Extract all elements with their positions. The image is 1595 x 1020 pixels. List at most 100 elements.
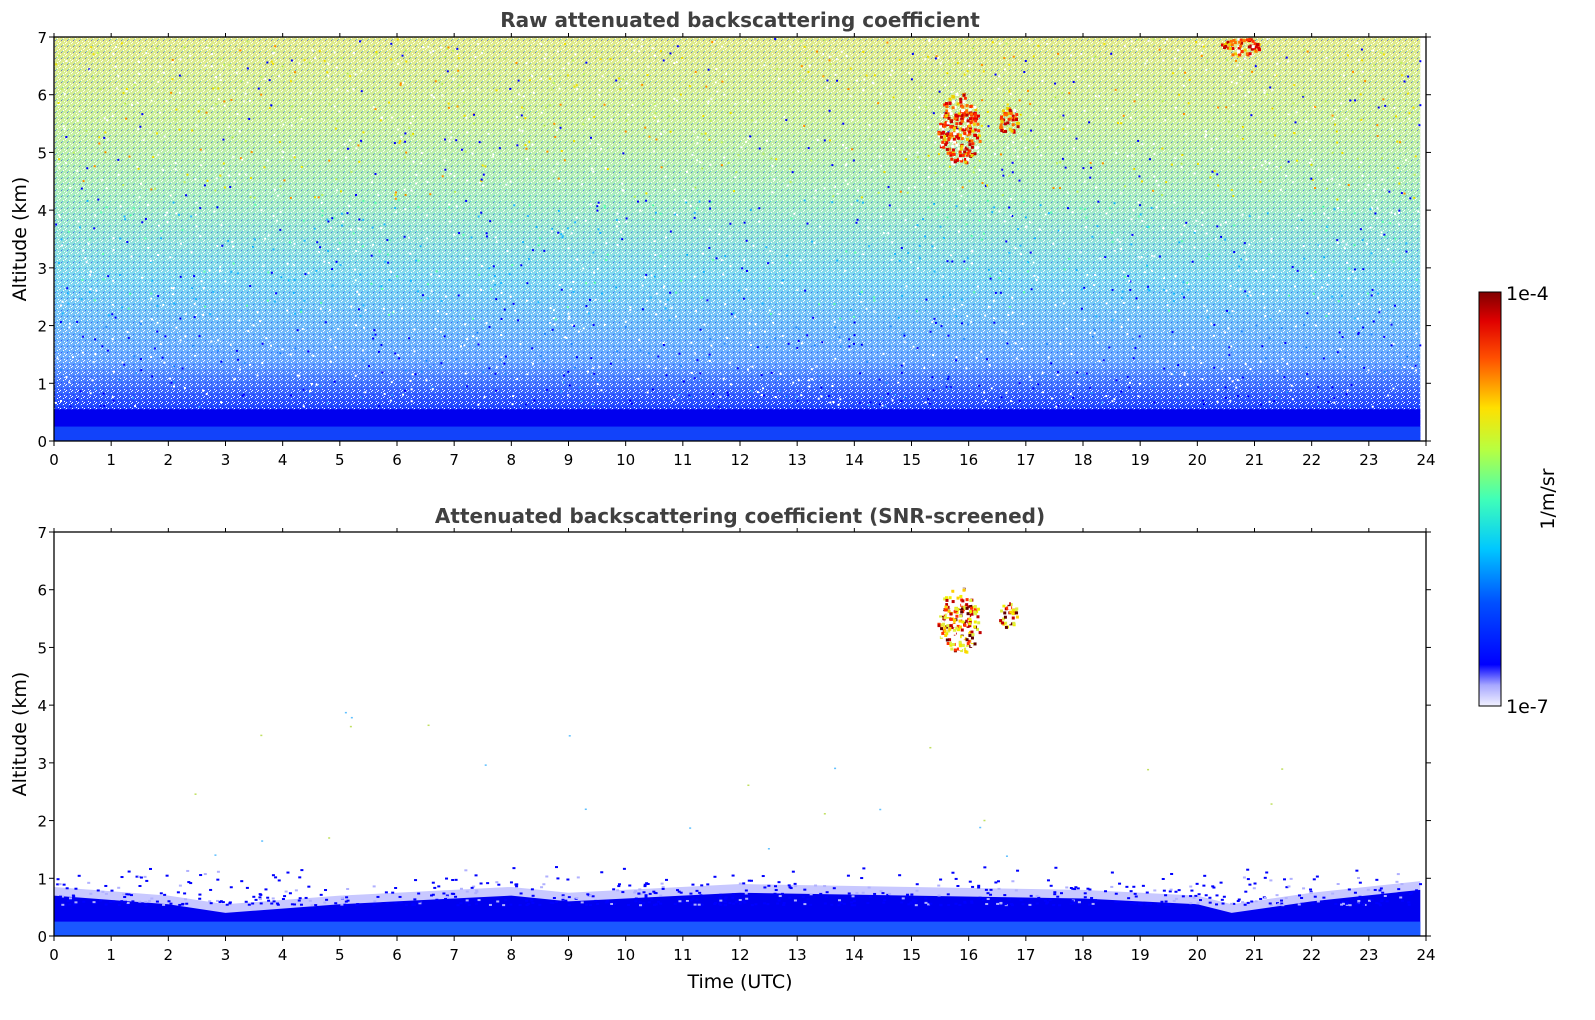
bl-speckle xyxy=(977,886,981,889)
noise-pixel xyxy=(152,156,155,159)
noise-pixel xyxy=(572,290,575,293)
noise-pixel xyxy=(920,86,923,89)
noise-pixel xyxy=(1204,135,1207,138)
bl-speckle xyxy=(127,870,131,873)
noise-pixel xyxy=(1058,186,1061,189)
noise-pixel xyxy=(127,307,130,310)
noise-pixel xyxy=(723,342,726,345)
noise-pixel xyxy=(1114,144,1117,147)
noise-pixel xyxy=(1400,192,1403,195)
noise-pixel xyxy=(1381,220,1384,223)
bl-speckle xyxy=(1118,882,1122,885)
cloud-pixel xyxy=(939,617,943,621)
noise-pixel xyxy=(1101,162,1104,165)
noise-pixel xyxy=(1018,179,1021,182)
noise-pixel xyxy=(972,171,975,174)
noise-pixel xyxy=(1083,109,1086,112)
x-tick-label: 10 xyxy=(616,451,635,469)
noise-pixel xyxy=(678,352,681,355)
noise-pixel xyxy=(721,80,724,83)
noise-pixel xyxy=(851,148,854,151)
bl-speckle xyxy=(1276,904,1280,907)
noise-pixel xyxy=(592,170,595,173)
bl-speckle xyxy=(1007,898,1011,901)
cloud-pixel xyxy=(953,106,957,110)
bl-speckle xyxy=(677,890,681,893)
noise-pixel xyxy=(905,285,908,288)
noise-pixel xyxy=(354,374,357,377)
noise-pixel xyxy=(69,405,72,408)
noise-pixel xyxy=(844,179,847,182)
noise-pixel xyxy=(129,214,132,217)
noise-pixel xyxy=(1254,65,1257,68)
bl-speckle xyxy=(691,897,695,900)
cloud-pixel xyxy=(966,605,970,609)
noise-pixel xyxy=(659,50,662,53)
noise-pixel xyxy=(1162,276,1165,279)
noise-pixel xyxy=(700,379,703,382)
noise-pixel xyxy=(946,377,949,380)
noise-pixel xyxy=(387,261,390,264)
noise-pixel xyxy=(220,78,223,81)
noise-pixel xyxy=(474,56,477,59)
noise-pixel xyxy=(1336,141,1339,144)
cloud-pixel xyxy=(955,587,959,591)
noise-pixel xyxy=(455,358,458,361)
noise-pixel xyxy=(629,399,632,402)
cloud-pixel xyxy=(949,125,953,129)
noise-pixel xyxy=(349,75,352,78)
noise-pixel xyxy=(931,321,934,324)
bl-speckle xyxy=(763,902,767,905)
noise-pixel xyxy=(621,189,624,192)
noise-pixel xyxy=(931,376,934,379)
noise-pixel xyxy=(253,238,256,241)
noise-pixel xyxy=(694,70,697,73)
noise-pixel xyxy=(970,234,973,237)
cloud-pixel xyxy=(977,621,981,625)
noise-pixel xyxy=(1162,226,1165,229)
bl-speckle xyxy=(1242,876,1246,879)
noise-pixel xyxy=(1161,100,1164,103)
noise-pixel xyxy=(860,300,863,303)
noise-pixel xyxy=(1111,289,1114,292)
bl-speckle xyxy=(184,898,188,901)
noise-pixel xyxy=(567,370,570,373)
noise-pixel xyxy=(457,57,460,60)
noise-pixel xyxy=(212,87,215,90)
noise-pixel xyxy=(142,138,145,141)
noise-pixel xyxy=(181,367,184,370)
noise-pixel xyxy=(478,273,481,276)
noise-pixel xyxy=(413,350,416,353)
cloud-pixel xyxy=(958,605,962,609)
noise-pixel xyxy=(735,171,738,174)
noise-pixel xyxy=(253,196,256,199)
bl-speckle xyxy=(562,895,566,898)
noise-pixel xyxy=(593,281,596,284)
cloud-pixel xyxy=(965,147,969,151)
bl-speckle xyxy=(914,899,918,902)
cloud-pixel xyxy=(953,648,957,652)
noise-pixel xyxy=(1181,292,1184,295)
bl-speckle xyxy=(842,902,846,905)
cloud-pixel xyxy=(1015,118,1019,122)
noise-pixel xyxy=(921,218,924,221)
noise-pixel xyxy=(1405,355,1408,358)
noise-pixel xyxy=(1008,251,1011,254)
noise-pixel xyxy=(901,294,904,297)
y-tick-label: 1 xyxy=(37,870,47,888)
noise-pixel xyxy=(498,358,501,361)
noise-pixel xyxy=(1216,173,1219,176)
noise-pixel xyxy=(503,362,506,365)
bl-speckle xyxy=(985,903,989,906)
noise-pixel xyxy=(222,63,225,66)
noise-pixel xyxy=(1413,173,1416,176)
noise-pixel xyxy=(390,270,393,273)
noise-pixel xyxy=(235,71,238,74)
noise-pixel xyxy=(1090,57,1093,60)
cloud-pixel xyxy=(963,96,967,100)
cloud-pixel xyxy=(937,626,941,630)
noise-pixel xyxy=(567,62,570,65)
noise-pixel xyxy=(1354,317,1357,320)
noise-pixel xyxy=(221,298,224,301)
noise-pixel xyxy=(1072,147,1075,150)
